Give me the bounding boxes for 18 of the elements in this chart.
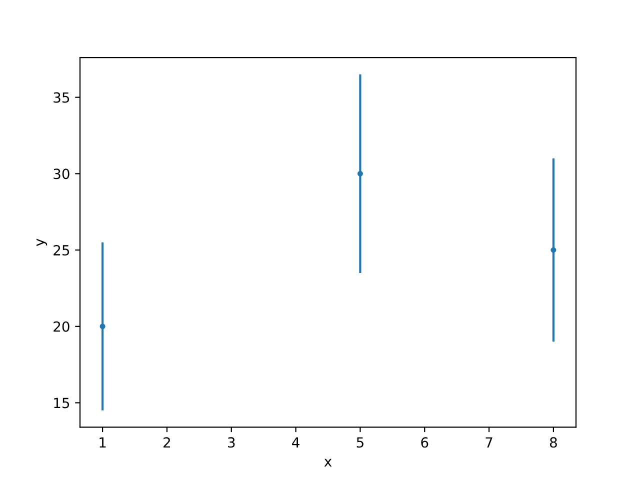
point (550, 247, 556, 253)
y-tick-label: 20 (54, 321, 70, 332)
point (100, 324, 106, 330)
x-tick-label: 7 (486, 437, 492, 448)
x-tick-label: 2 (164, 437, 170, 448)
x-tick-label: 1 (100, 437, 106, 448)
y-tick-label: 15 (54, 398, 70, 408)
y-tick-label: 35 (54, 92, 70, 103)
x-tick-label: 8 (550, 437, 557, 448)
x-tick-label: 6 (421, 437, 428, 448)
y-tick-label: 25 (54, 245, 70, 256)
y-axis-title: y (36, 238, 48, 246)
y-tick-label: 30 (54, 168, 70, 180)
x-tick-label: 3 (228, 437, 235, 448)
x-axis-title: x (324, 458, 332, 466)
x-tick-label: 4 (292, 437, 300, 448)
point (357, 170, 363, 176)
x-tick-label: 5 (356, 437, 364, 448)
